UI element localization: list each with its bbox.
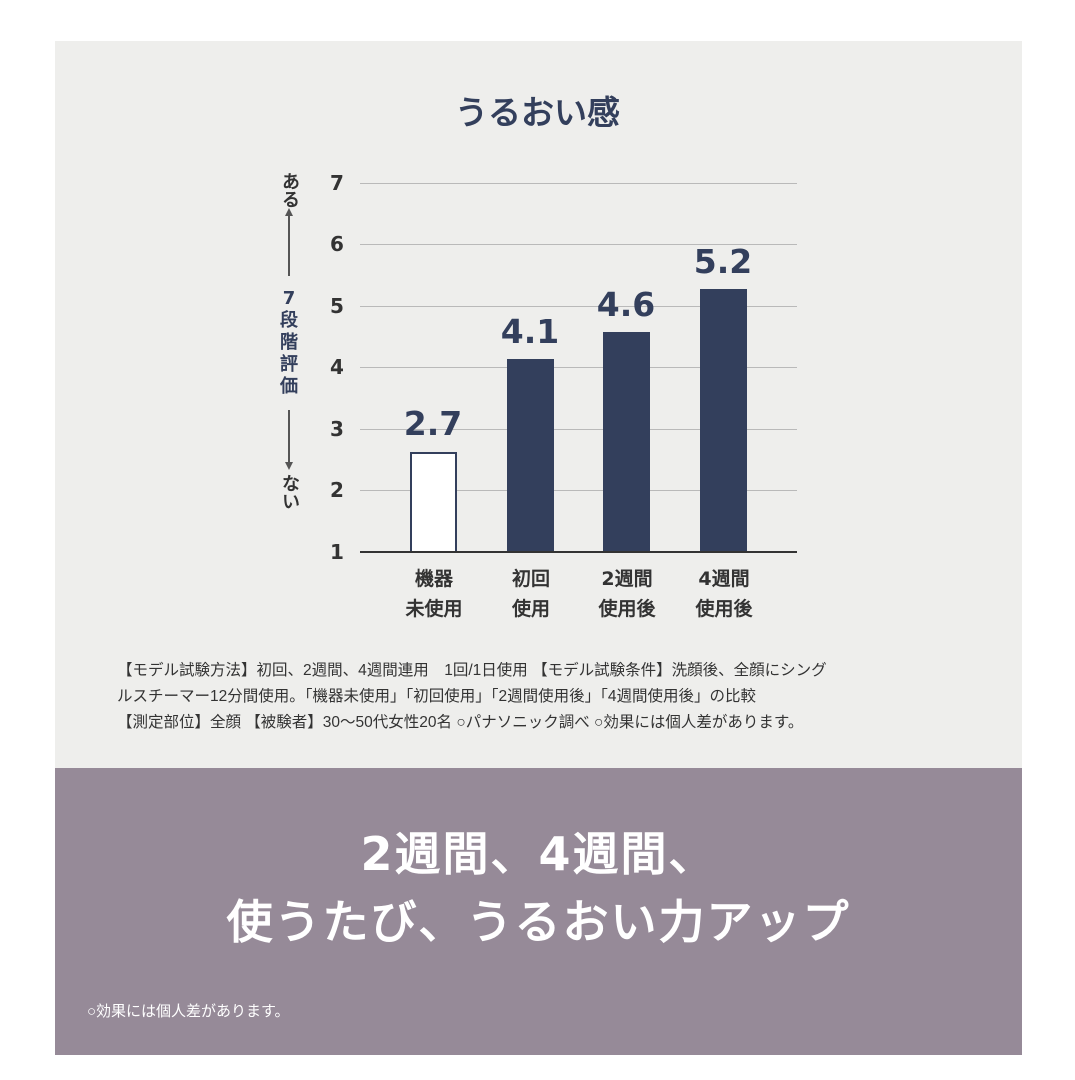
x-label-2-weeks: 2週間 使用後 [572, 564, 682, 624]
gridline [360, 490, 797, 491]
bar-value-no-device: 2.7 [403, 404, 463, 443]
gridline [360, 367, 797, 368]
arrow-line [288, 216, 290, 276]
disclaimer-note: ○効果には個人差があります。 [87, 1003, 290, 1020]
y-tick-6: 6 [330, 232, 344, 256]
y-axis-middle-label: 7 段 階 評 価 [280, 288, 298, 398]
y-tick-5: 5 [330, 294, 344, 318]
y-tick-4: 4 [330, 355, 344, 379]
gridline [360, 183, 797, 184]
bar-value-first-use: 4.1 [500, 312, 560, 351]
footnote-line: 【測定部位】全顔 【被験者】30〜50代女性20名 ○パナソニック調べ ○効果に… [117, 714, 804, 731]
bar-no-device [410, 452, 457, 552]
y-axis-bottom-text: ない [279, 474, 300, 510]
bar-4-weeks [700, 289, 747, 552]
x-label-first-use: 初回 使用 [476, 564, 586, 624]
bar-first-use [507, 359, 554, 552]
y-axis-label: ある 7 段 階 評 価 ない [276, 172, 302, 510]
headline-banner [55, 768, 1022, 1055]
gridline [360, 306, 797, 307]
y-axis-char: 価 [280, 376, 298, 397]
x-label-4-weeks: 4週間 使用後 [669, 564, 779, 624]
y-axis-top-label: ある [278, 172, 300, 208]
x-label-line: 使用後 [598, 598, 656, 620]
x-label-line: 初回 [511, 568, 550, 590]
y-axis-char: 段 [280, 310, 298, 331]
x-label-line: 4週間 [698, 568, 750, 590]
x-label-line: 2週間 [601, 568, 653, 590]
chart-title: うるおい感 [455, 93, 620, 132]
arrow-up-icon [285, 208, 293, 216]
arrow-down-icon [285, 462, 293, 470]
x-label-no-device: 機器 未使用 [379, 564, 489, 624]
y-tick-3: 3 [330, 417, 344, 441]
gridline [360, 429, 797, 430]
headline-line-2: 使うたび、うるおい力アップ [226, 895, 851, 949]
y-tick-7: 7 [330, 171, 344, 195]
x-label-line: 使用 [511, 598, 550, 620]
x-label-line: 機器 [414, 568, 453, 590]
y-tick-2: 2 [330, 478, 344, 502]
x-label-line: 未使用 [405, 598, 463, 620]
bar-value-4-weeks: 5.2 [693, 242, 753, 281]
arrow-line [288, 410, 290, 462]
headline-line-1: 2週間、4週間、 [360, 827, 717, 881]
y-tick-1: 1 [330, 540, 344, 564]
test-conditions-footnote: 【モデル試験方法】初回、2週間、4週間連用 1回/1日使用 【モデル試験条件】洗… [117, 658, 997, 736]
y-axis-char: 階 [280, 332, 298, 353]
headline: 2週間、4週間、 使うたび、うるおい力アップ [55, 820, 1022, 956]
x-axis-baseline [360, 551, 797, 553]
y-axis-bottom-label: ない [278, 474, 300, 510]
footnote-line: ルスチーマー12分間使用。「機器未使用」「初回使用」「2週間使用後」「4週間使用… [117, 688, 756, 705]
footnote-line: 【モデル試験方法】初回、2週間、4週間連用 1回/1日使用 【モデル試験条件】洗… [117, 662, 827, 679]
bar-2-weeks [603, 332, 650, 552]
gridline [360, 244, 797, 245]
bar-value-2-weeks: 4.6 [596, 285, 656, 324]
y-axis-char: 7 [282, 288, 296, 309]
y-axis-top-text: ある [279, 172, 300, 208]
y-axis-char: 評 [280, 354, 298, 375]
x-label-line: 使用後 [695, 598, 753, 620]
